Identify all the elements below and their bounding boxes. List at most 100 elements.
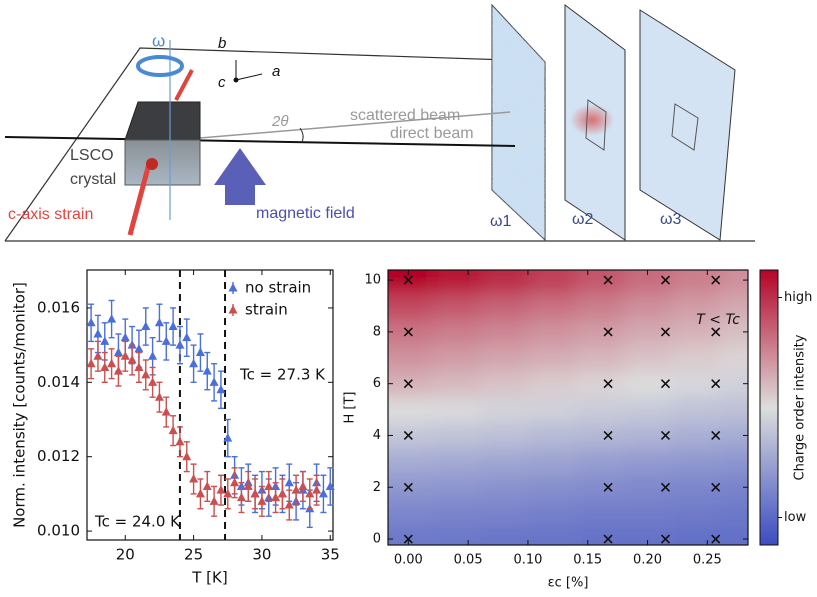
data-point (236, 492, 246, 502)
heatmap-cell (388, 422, 433, 449)
heatmap-cell (388, 474, 433, 501)
data-point (161, 336, 171, 345)
x-tick-label: 0.05 (454, 553, 483, 568)
colorbar (759, 269, 779, 546)
data-point (250, 488, 260, 498)
heatmap-cell (719, 526, 748, 545)
heatmap-cell (480, 422, 529, 449)
measurement-point (603, 327, 613, 337)
heatmap-cell (527, 448, 577, 475)
measurement-point (711, 379, 721, 389)
heatmap-cell (480, 474, 529, 501)
y-tick-label: 10 (364, 273, 381, 288)
data-point (134, 362, 144, 371)
measurement-point (403, 275, 413, 285)
data-point (223, 433, 233, 442)
data-point (325, 481, 335, 490)
heatmap-cell (527, 318, 577, 346)
colorbar-label: Charge order intensity (793, 334, 808, 480)
direct-beam-line (4, 136, 516, 147)
measurement-point (660, 275, 671, 285)
data-point (100, 362, 110, 371)
y-tick-label: 0.014 (37, 373, 80, 391)
heatmap-cell (671, 344, 720, 372)
heatmap-cell (575, 396, 625, 424)
data-point (148, 351, 158, 360)
two-theta-label: 2θ (271, 113, 288, 130)
measurement-point (711, 275, 721, 285)
omega3-label: ω3 (660, 211, 681, 228)
data-point (312, 485, 322, 494)
heatmap-cell (527, 344, 577, 372)
data-point (120, 351, 130, 360)
heatmap-cell (671, 318, 720, 346)
heatmap-cell (575, 422, 625, 449)
omega2-label: ω2 (572, 211, 593, 228)
measurement-point (660, 534, 671, 544)
legend-label: strain (245, 301, 288, 319)
y-tick-label: 4 (373, 428, 381, 443)
measurement-point (603, 275, 613, 285)
data-point (107, 314, 117, 323)
plot-frame (387, 269, 749, 546)
data-point (271, 492, 281, 502)
field-label: magnetic field (256, 205, 355, 222)
heatmap (388, 270, 748, 545)
data-point (141, 321, 151, 331)
heatmap-cell (432, 396, 481, 424)
heatmap-cell (480, 270, 529, 294)
angle-arc (299, 127, 304, 143)
heatmap-cell (480, 396, 529, 424)
heatmap-cell (480, 293, 529, 320)
data-point (113, 347, 123, 357)
strain-point (146, 158, 158, 170)
heatmap-cell (480, 370, 529, 398)
heatmap-cell (671, 500, 720, 527)
data-point (284, 500, 294, 509)
y-tick-label: 6 (373, 376, 381, 391)
crystal-body (124, 139, 201, 186)
y-tick-label: 8 (373, 324, 381, 339)
axis-c (233, 77, 239, 83)
direct-label: direct beam (390, 125, 474, 142)
heatmap-cell (432, 448, 481, 475)
data-point (127, 340, 137, 349)
heatmap-cell (527, 474, 577, 501)
heatmap-cell (388, 396, 433, 424)
data-point (168, 321, 178, 331)
data-point (189, 358, 199, 368)
x-tick-label: 35 (321, 546, 340, 564)
heatmap-cell (480, 318, 529, 346)
heatmap-cell (671, 396, 720, 424)
heatmap-cell (623, 318, 672, 346)
heatmap-cell (575, 500, 625, 527)
heatmap-cell (527, 526, 577, 545)
heatmap-cell (480, 500, 529, 527)
heatmap-cell (432, 293, 481, 320)
detector-1 (491, 3, 546, 242)
y-tick-label: 2 (373, 480, 381, 495)
x-tick-label: 0.20 (633, 553, 662, 568)
measurement-point (603, 534, 613, 544)
measurement-point (660, 430, 671, 441)
data-point (209, 377, 219, 386)
heatmap-cell (432, 370, 481, 398)
data-point (175, 340, 185, 349)
data-point (291, 485, 301, 494)
measurement-point (603, 430, 613, 441)
heatmap-cell (623, 270, 672, 294)
setup-diagram: ω b c a 2θ scattered beam direct beam LS… (4, 3, 755, 242)
data-point (243, 481, 253, 490)
legend-marker (228, 305, 238, 314)
heatmap-cell (432, 474, 481, 501)
data-point (120, 332, 130, 342)
heatmap-cell (527, 396, 577, 424)
plot-frame (86, 269, 334, 541)
heatmap-cell (480, 448, 529, 475)
data-point (175, 436, 185, 446)
y-axis-label: Norm. intensity [counts/monitor] (11, 282, 29, 528)
x-tick-label: 0.00 (394, 553, 423, 568)
rotation-arrow (136, 55, 184, 77)
scattered-label: scattered beam (350, 107, 460, 124)
heatmap-cell (719, 344, 748, 372)
